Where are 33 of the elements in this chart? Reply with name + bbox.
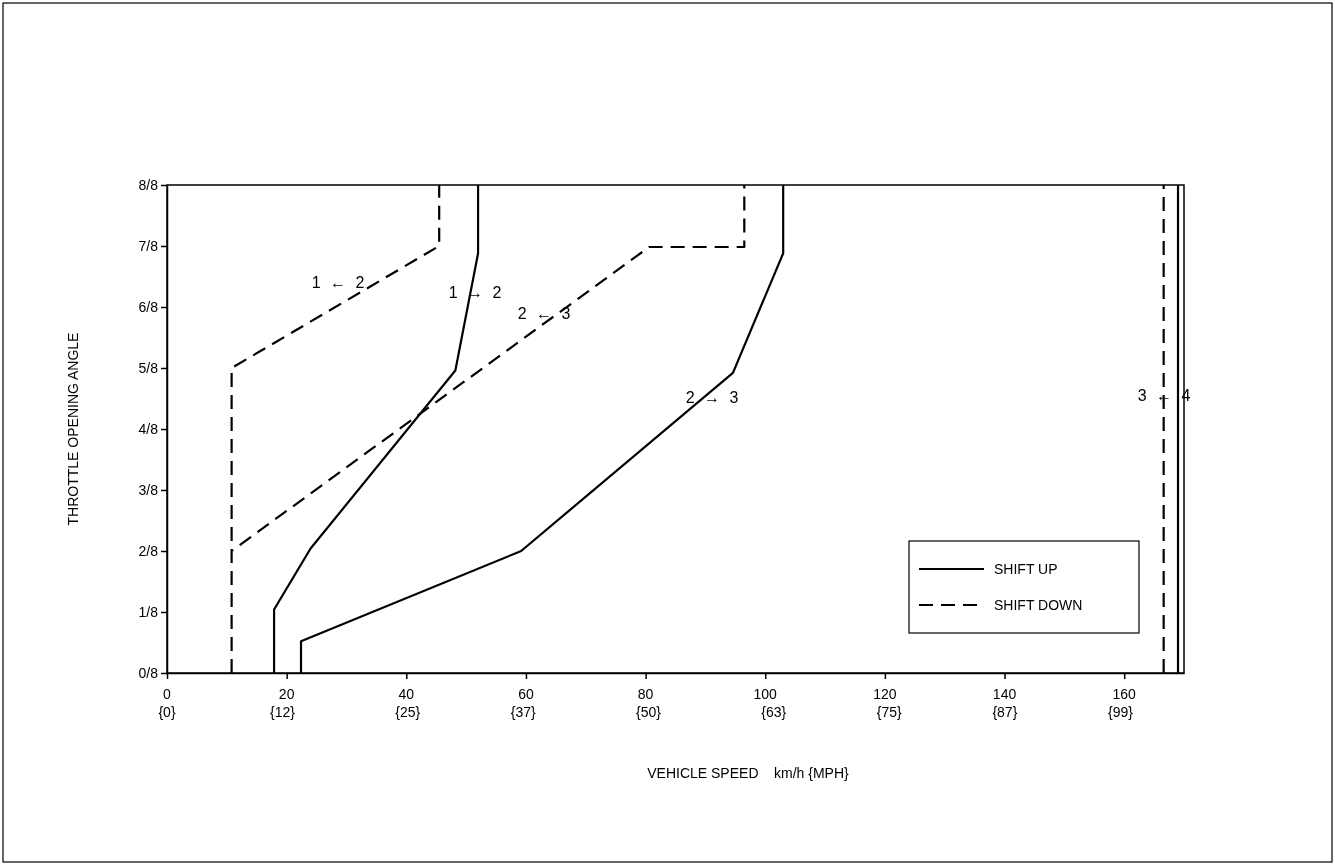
x-tick-label: 160 xyxy=(1112,686,1137,702)
annotation: 1 ← 2 xyxy=(311,273,365,291)
x-tick-label: 140 xyxy=(992,686,1017,702)
y-tick-label: 8/8 xyxy=(138,176,159,193)
x2-tick-label: {25} xyxy=(395,704,421,720)
x2-tick-label: {12} xyxy=(270,704,296,720)
y-tick-label: 0/8 xyxy=(138,664,159,681)
x2-tick-label: {37} xyxy=(510,704,537,720)
x2-tick-label: {99} xyxy=(1107,704,1134,720)
annotation: 2 → 3 xyxy=(685,388,739,406)
x-axis-title: VEHICLE SPEED km/h {MPH} xyxy=(647,765,850,781)
x-tick-label: 60 xyxy=(518,686,534,702)
legend-label: SHIFT DOWN xyxy=(994,596,1083,613)
y-tick-label: 3/8 xyxy=(138,481,159,498)
y-tick-label: 5/8 xyxy=(138,359,159,376)
x-tick-label: 80 xyxy=(637,686,654,702)
x-tick-label: 120 xyxy=(873,686,897,702)
x2-tick-label: {75} xyxy=(876,704,903,720)
x2-tick-label: {87} xyxy=(992,704,1018,720)
x-tick-label: 0 xyxy=(163,686,172,702)
x2-tick-label: {63} xyxy=(761,704,787,720)
x2-tick-label: {50} xyxy=(636,704,662,720)
x-tick-label: 100 xyxy=(753,686,778,702)
x-tick-label: 40 xyxy=(398,686,415,702)
legend-label: SHIFT UP xyxy=(994,560,1058,577)
x-tick-label: 20 xyxy=(278,686,295,702)
x2-tick-label: {0} xyxy=(158,704,176,720)
y-axis-title: THROTTLE OPENING ANGLE xyxy=(65,332,81,526)
y-tick-label: 4/8 xyxy=(138,420,159,437)
y-tick-label: 6/8 xyxy=(138,298,159,315)
y-tick-label: 2/8 xyxy=(138,542,159,559)
y-tick-label: 1/8 xyxy=(138,603,159,620)
y-tick-label: 7/8 xyxy=(138,237,159,254)
